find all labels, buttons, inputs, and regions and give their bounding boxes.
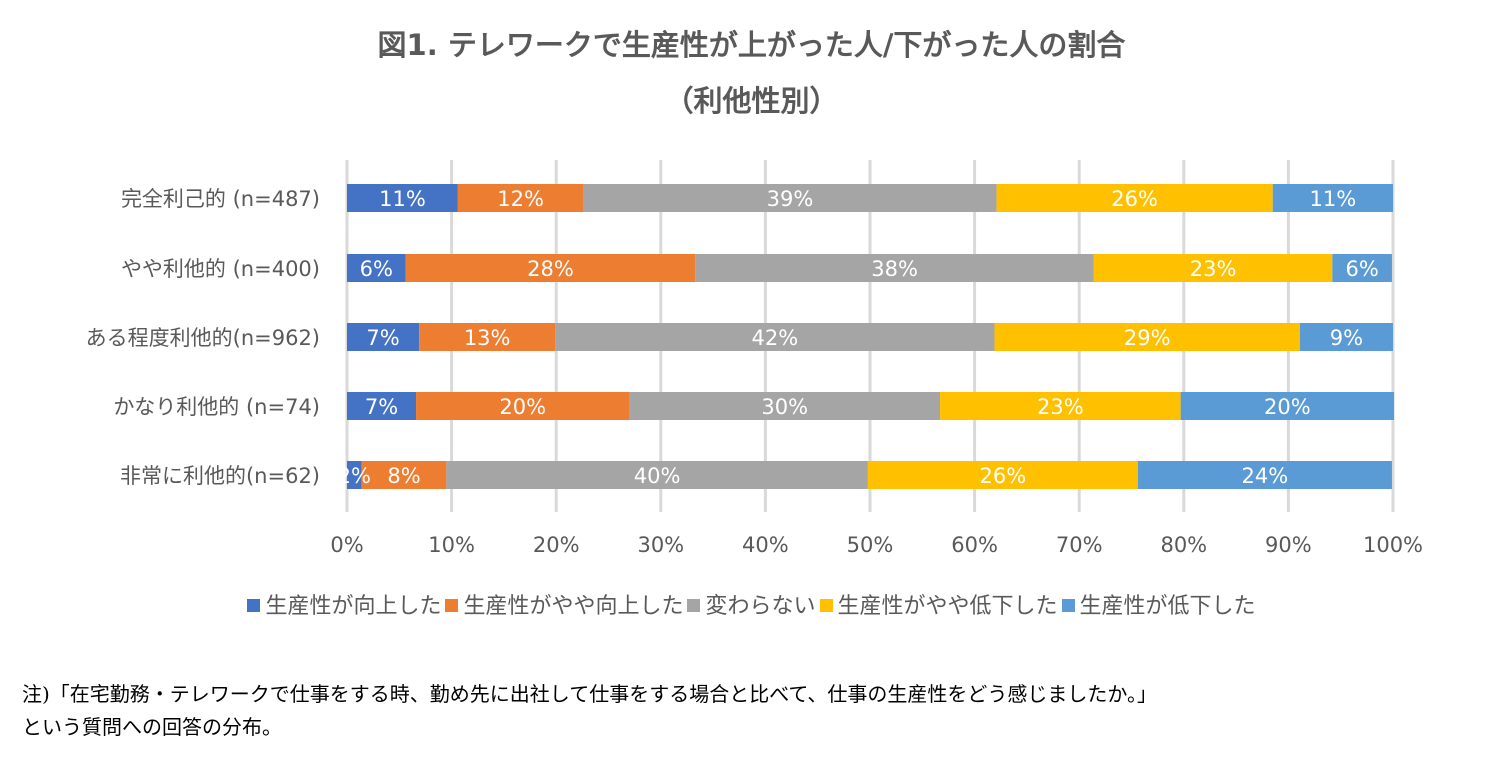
bar-segment: [347, 461, 362, 489]
bar-data-label: 9%: [1330, 326, 1363, 350]
bar-data-label: 42%: [751, 326, 798, 350]
bar-segment: [940, 392, 1181, 420]
bar-data-label: 24%: [1242, 464, 1289, 488]
legend-item: 変わらない: [687, 588, 816, 620]
x-tick-label: 10%: [428, 533, 475, 557]
bar-data-label: 26%: [979, 464, 1026, 488]
bar-data-label: 11%: [1310, 187, 1357, 211]
footnote-line-2: という質問への回答の分布。: [22, 715, 282, 739]
bar-segment: [405, 254, 696, 282]
legend-item: 生産性がやや向上した: [445, 588, 683, 620]
bar-segment: [347, 323, 420, 351]
legend-swatch: [687, 599, 701, 612]
bar-segment: [555, 323, 995, 351]
x-tick-label: 50%: [847, 533, 894, 557]
bar-data-label: 40%: [634, 464, 681, 488]
bar-segment: [361, 461, 447, 489]
category-label: 非常に利他的(n=62): [120, 464, 320, 488]
chart-subtitle: （利他性別）: [664, 84, 839, 118]
legend-swatch: [445, 599, 459, 612]
bar-data-label: 2%: [338, 464, 371, 488]
bar-segment: [695, 254, 1094, 282]
bars: [347, 184, 1395, 489]
category-labels: 完全利己的 (n=487) やや利他的 (n=400) ある程度利他的(n=962)…: [86, 187, 320, 488]
bar-segment: [996, 184, 1273, 212]
x-tick-label: 80%: [1160, 533, 1207, 557]
bar-data-label: 28%: [527, 257, 574, 281]
bar-data-label: 30%: [761, 395, 808, 419]
legend-item: 生産性が低下した: [1061, 588, 1256, 620]
category-label: 完全利己的 (n=487): [121, 187, 320, 211]
bar-data-label: 13%: [464, 326, 511, 350]
bar-segment: [347, 254, 406, 282]
bar-segment: [629, 392, 941, 420]
legend-item: 生産性がやや低下した: [819, 588, 1058, 620]
bar-segment: [583, 184, 997, 212]
x-tick-label: 20%: [533, 533, 580, 557]
category-label: やや利他的 (n=400): [121, 257, 320, 281]
legend-label: 変わらない: [705, 594, 816, 619]
bar-segment: [416, 392, 630, 420]
bar-segment: [1137, 461, 1392, 489]
x-axis-tick-labels: 0% 10% 20% 30% 40% 50% 60% 70% 80% 90% 100%: [330, 533, 1423, 557]
bar-data-label: 12%: [497, 187, 544, 211]
chart-title: 図1. テレワークで生産性が上がった人/下がった人の割合: [377, 28, 1126, 62]
bar-segment: [1299, 323, 1393, 351]
bar-segment: [347, 184, 458, 212]
bar-data-label: 38%: [871, 257, 918, 281]
legend-label: 生産性がやや低下した: [837, 594, 1058, 619]
bar-segment: [446, 461, 868, 489]
bar-data-label: 39%: [767, 187, 814, 211]
x-tick-label: 60%: [951, 533, 998, 557]
bar-data-label: 11%: [379, 187, 426, 211]
bar-data-label: 26%: [1111, 187, 1158, 211]
bar-data-label: 20%: [499, 395, 546, 419]
bar-segment: [419, 323, 556, 351]
bar-data-label: 29%: [1124, 326, 1171, 350]
bar-segment: [457, 184, 584, 212]
bar-segment: [1272, 184, 1393, 212]
bar-data-label: 7%: [366, 326, 399, 350]
x-tick-label: 70%: [1056, 533, 1103, 557]
bar-data-label: 6%: [1345, 257, 1378, 281]
category-label: ある程度利他的(n=962): [86, 326, 320, 350]
stacked-bar-chart: 11% 12% 39% 26% 11% 6% 28% 38% 23% 6% 7% 13% 42% 29% 9…: [86, 160, 1423, 557]
bar-segment: [867, 461, 1138, 489]
legend-label: 生産性がやや向上した: [463, 594, 684, 619]
x-tick-label: 30%: [637, 533, 684, 557]
bar-labels: 11% 12% 39% 26% 11% 6% 28% 38% 23% 6% 7% 13% 42% 29% 9…: [338, 187, 1379, 488]
bar-data-label: 23%: [1190, 257, 1237, 281]
footnote-line-1: 注)「在宅勤務・テレワークで仕事をする時、勤め先に出社して仕事をする場合と比べて…: [22, 682, 1158, 706]
bar-data-label: 8%: [387, 464, 420, 488]
x-tick-label: 90%: [1265, 533, 1312, 557]
legend-swatch: [819, 599, 833, 612]
bar-segment: [1180, 392, 1395, 420]
bar-segment: [1093, 254, 1333, 282]
bar-data-label: 23%: [1037, 395, 1084, 419]
x-tick-label: 0%: [330, 533, 363, 557]
bar-data-label: 6%: [360, 257, 393, 281]
legend-swatch: [1061, 599, 1075, 612]
bar-segment: [1332, 254, 1392, 282]
legend: 生産性が向上した 生産性がやや向上した 変わらない 生産性がやや低下した 生産性が低下し…: [0, 588, 1503, 620]
category-label: かなり利他的 (n=74): [113, 395, 320, 419]
legend-label: 生産性が向上した: [265, 594, 442, 619]
x-tick-label: 40%: [742, 533, 789, 557]
bar-data-label: 7%: [365, 395, 398, 419]
bar-segment: [994, 323, 1300, 351]
legend-swatch: [247, 599, 261, 612]
x-tick-label: 100%: [1363, 533, 1423, 557]
legend-label: 生産性が低下した: [1079, 594, 1256, 619]
footnote: 注)「在宅勤務・テレワークで仕事をする時、勤め先に出社して仕事をする場合と比べて…: [22, 678, 1157, 744]
legend-item: 生産性が向上した: [247, 588, 441, 620]
bar-data-label: 20%: [1264, 395, 1311, 419]
bar-segment: [347, 392, 417, 420]
